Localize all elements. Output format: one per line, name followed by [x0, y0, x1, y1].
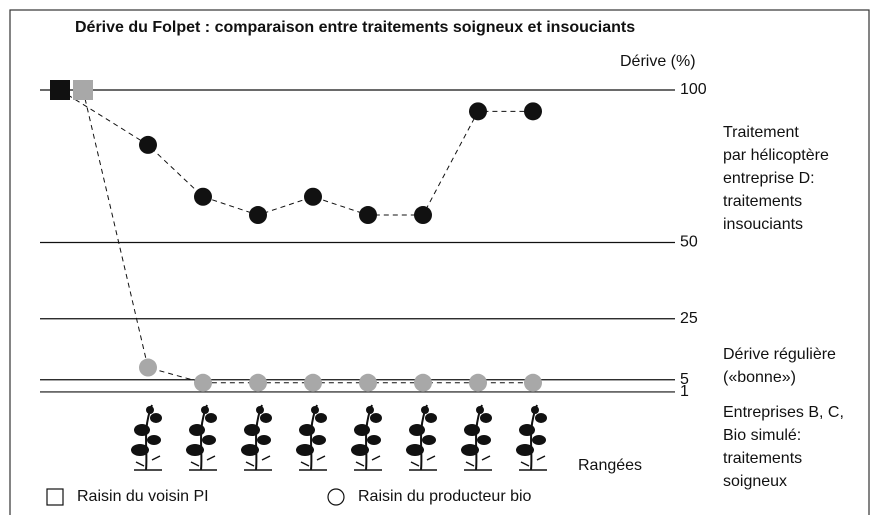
legend-marker	[47, 489, 63, 505]
chart: Dérive du Folpet : comparaison entre tra…	[0, 0, 880, 515]
annotation: Dérive régulière	[723, 346, 836, 363]
annotation: Traitement	[723, 124, 799, 141]
point	[414, 374, 432, 392]
point	[359, 374, 377, 392]
y-tick-label: 5	[680, 371, 689, 388]
y-tick-label: 100	[680, 81, 707, 98]
annotation: Entreprises B, C,	[723, 404, 844, 421]
annotation: traitements	[723, 450, 802, 467]
y-axis-label: Dérive (%)	[620, 53, 696, 70]
point	[469, 102, 487, 120]
point	[249, 206, 267, 224]
point	[469, 374, 487, 392]
y-tick-label: 50	[680, 234, 698, 251]
point	[139, 359, 157, 377]
legend-label: Raisin du voisin PI	[77, 488, 209, 505]
x-axis-label: Rangées	[578, 457, 642, 474]
legend-marker	[328, 489, 344, 505]
y-tick-label: 25	[680, 310, 698, 327]
start-marker	[73, 80, 93, 100]
point	[249, 374, 267, 392]
point	[304, 374, 322, 392]
annotation: insouciants	[723, 216, 803, 233]
chart-title: Dérive du Folpet : comparaison entre tra…	[75, 19, 635, 36]
annotation: Bio simulé:	[723, 427, 801, 444]
point	[414, 206, 432, 224]
start-marker	[50, 80, 70, 100]
annotation: entreprise D:	[723, 170, 815, 187]
point	[524, 102, 542, 120]
annotation: («bonne»)	[723, 369, 796, 386]
point	[524, 374, 542, 392]
annotation: soigneux	[723, 473, 787, 490]
point	[194, 188, 212, 206]
legend-label: Raisin du producteur bio	[358, 488, 532, 505]
point	[359, 206, 377, 224]
annotation: par hélicoptère	[723, 147, 829, 164]
point	[194, 374, 212, 392]
point	[139, 136, 157, 154]
annotation: traitements	[723, 193, 802, 210]
point	[304, 188, 322, 206]
